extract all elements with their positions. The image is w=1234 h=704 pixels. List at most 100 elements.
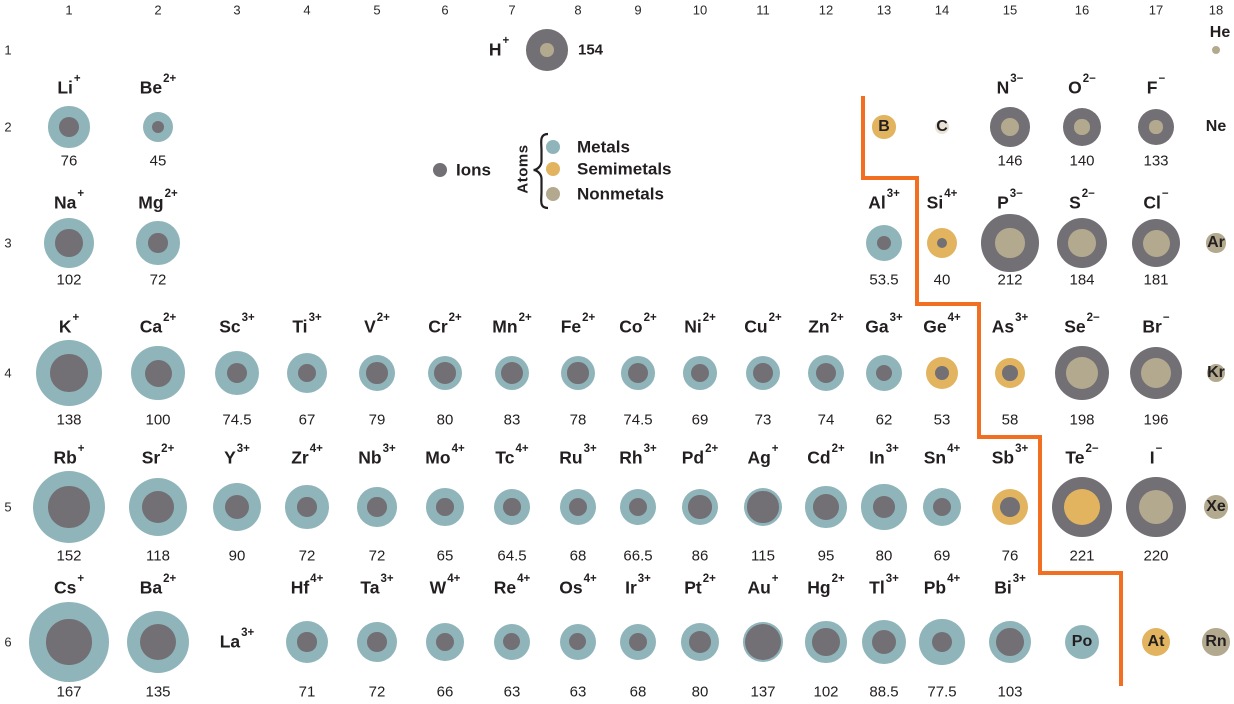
ion-circle-cd (813, 494, 839, 520)
ion-circle-tc (503, 498, 521, 516)
ion-radius-value-k: 138 (56, 411, 82, 429)
atom-circle-f (1149, 120, 1163, 134)
ion-radius-value-i: 220 (1143, 547, 1169, 565)
ion-label-la: La3+ (219, 626, 255, 652)
ion-radius-value-h: 154 (578, 41, 604, 59)
ion-label-li: Li+ (57, 72, 81, 98)
ion-label-cs: Cs+ (53, 572, 85, 598)
ion-label-s: S2− (1069, 187, 1095, 213)
ion-label-al: Al3+ (868, 187, 900, 213)
ion-label-rb: Rb+ (53, 442, 85, 468)
ion-radius-value-n: 146 (997, 152, 1023, 170)
ion-label-n: N3− (996, 72, 1024, 98)
ion-radius-value-ta: 72 (368, 683, 386, 701)
ion-radius-value-re: 63 (503, 683, 521, 701)
ion-radius-value-nb: 72 (368, 547, 386, 565)
ion-label-br: Br− (1142, 311, 1170, 337)
ion-circle-mo (436, 498, 454, 516)
ion-circle-w (436, 633, 454, 651)
period-number-4: 4 (4, 365, 12, 381)
ion-radius-value-tc: 64.5 (497, 547, 527, 565)
ion-label-ru: Ru3+ (559, 442, 597, 468)
group-number-6: 6 (441, 2, 449, 18)
ion-circle-rh (629, 498, 647, 516)
ion-label-cr: Cr2+ (428, 311, 462, 337)
element-symbol-at: At (1147, 633, 1165, 650)
ion-label-sc: Sc3+ (219, 311, 255, 337)
ion-label-cl: Cl− (1143, 187, 1169, 213)
ion-radius-value-ru: 68 (569, 547, 587, 565)
period-number-3: 3 (4, 235, 12, 251)
ion-radius-value-ba: 135 (145, 683, 171, 701)
ion-circle-rb (48, 486, 90, 528)
group-number-9: 9 (634, 2, 642, 18)
ion-label-in: In3+ (869, 442, 899, 468)
legend-semimetals-label: Semimetals (577, 159, 672, 179)
atom-circle-cl (1142, 229, 1170, 257)
group-number-2: 2 (154, 2, 162, 18)
ion-circle-bi (996, 628, 1024, 656)
ion-label-cd: Cd2+ (807, 442, 845, 468)
ion-circle-ru (568, 497, 588, 517)
ion-circle-cu (753, 363, 773, 383)
group-number-5: 5 (373, 2, 381, 18)
ion-circle-re (503, 633, 521, 651)
ion-label-hf: Hf4+ (290, 572, 324, 598)
ion-radius-value-te: 221 (1069, 547, 1095, 565)
ion-circle-pt (689, 631, 711, 653)
group-number-16: 16 (1074, 2, 1090, 18)
ion-label-ba: Ba2+ (139, 572, 177, 598)
element-symbol-rn: Rn (1205, 633, 1227, 650)
ion-radius-value-ge: 53 (933, 411, 951, 429)
ion-circle-zn (816, 363, 836, 383)
group-number-1: 1 (65, 2, 73, 18)
ion-circle-os (569, 633, 587, 651)
ion-radius-value-br: 196 (1143, 411, 1169, 429)
ion-radius-value-y: 90 (228, 547, 246, 565)
element-symbol-b: B (878, 118, 890, 135)
ion-radius-value-tl: 88.5 (869, 683, 899, 701)
atom-circle-n (1001, 118, 1019, 136)
ion-circle-ta (367, 632, 387, 652)
ion-label-zr: Zr4+ (291, 442, 323, 468)
ion-label-as: As3+ (991, 311, 1029, 337)
ion-radius-value-ni: 69 (691, 411, 709, 429)
atom-circle-at (1141, 627, 1171, 657)
group-number-15: 15 (1002, 2, 1018, 18)
ion-label-sn: Sn4+ (923, 442, 961, 468)
atom-circle-p (995, 228, 1025, 258)
ion-label-v: V2+ (364, 311, 390, 337)
atom-circle-h (540, 43, 554, 57)
ion-radius-value-v: 79 (368, 411, 386, 429)
ion-label-fe: Fe2+ (560, 311, 596, 337)
legend-nonmetals-label: Nonmetals (577, 184, 664, 204)
ion-radius-value-be: 45 (149, 152, 167, 170)
ion-label-o: O2− (1068, 72, 1096, 98)
ion-label-f: F− (1146, 72, 1166, 98)
ion-label-si: Si4+ (926, 187, 958, 213)
group-number-13: 13 (876, 2, 892, 18)
ion-label-mn: Mn2+ (492, 311, 532, 337)
ion-label-ni: Ni2+ (684, 311, 716, 337)
ion-circle-nb (367, 497, 387, 517)
atom-circle-xe (1204, 495, 1228, 519)
ion-circle-sr (142, 491, 174, 523)
atom-circle-i (1138, 489, 1174, 525)
ion-circle-mn (500, 361, 524, 385)
ion-radius-value-sr: 118 (146, 547, 170, 565)
ion-label-tc: Tc4+ (495, 442, 529, 468)
ion-radius-value-ag: 115 (751, 547, 775, 565)
ion-radius-value-mo: 65 (436, 547, 454, 565)
element-symbol-kr: Kr (1207, 364, 1225, 381)
ion-label-re: Re4+ (493, 572, 531, 598)
ion-circle-ba (139, 623, 177, 661)
ion-radius-value-as: 58 (1001, 411, 1019, 429)
ion-radius-value-os: 63 (569, 683, 587, 701)
ion-label-y: Y3+ (224, 442, 250, 468)
ion-radius-value-al: 53.5 (869, 271, 899, 289)
ion-circle-ni (690, 363, 710, 383)
legend-ion-dot (433, 163, 447, 177)
ion-label-ag: Ag+ (747, 442, 779, 468)
group-number-7: 7 (508, 2, 516, 18)
